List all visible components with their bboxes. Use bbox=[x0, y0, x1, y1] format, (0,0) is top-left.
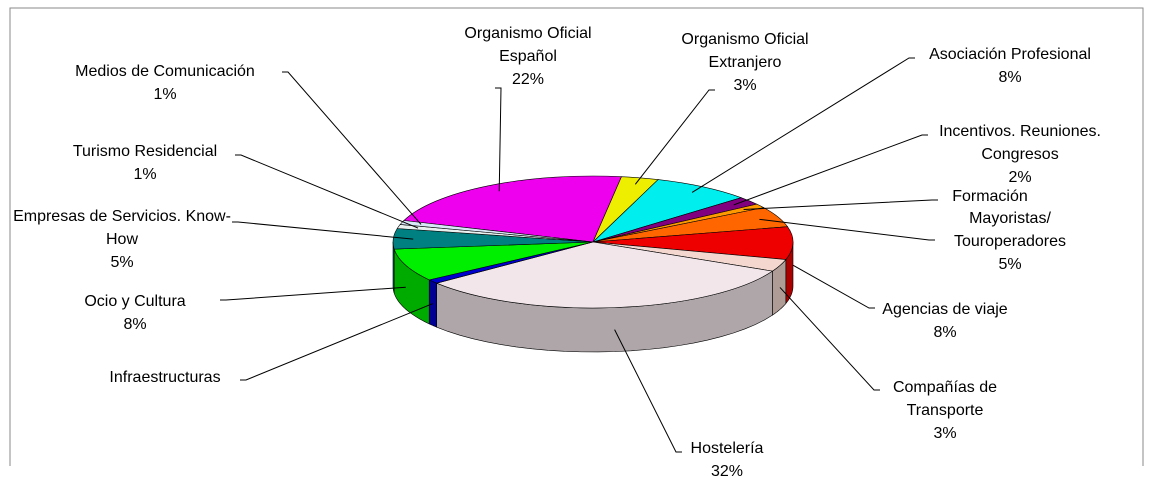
slice bbox=[399, 220, 594, 243]
slice-label: Medios de Comunicación 1% bbox=[45, 60, 285, 106]
category-label: Ocio y Cultura bbox=[84, 293, 186, 310]
category-label: Compañías de Transporte bbox=[892, 379, 998, 419]
leader-line bbox=[691, 57, 915, 193]
value-label: 2% bbox=[1008, 169, 1032, 186]
value-label: 8% bbox=[998, 69, 1022, 86]
category-label: Mayoristas/ Touroperadores bbox=[953, 210, 1067, 250]
value-label: 8% bbox=[933, 324, 957, 341]
leader-line bbox=[792, 264, 875, 309]
value-label: 1% bbox=[133, 166, 157, 183]
slice bbox=[403, 175, 622, 243]
category-label: Hostelería bbox=[690, 440, 764, 457]
slice bbox=[393, 241, 594, 281]
slice-side bbox=[392, 241, 395, 294]
category-label: Formación bbox=[952, 188, 1028, 205]
slice-label: Ocio y Cultura 8% bbox=[55, 290, 215, 336]
slice-label: Hostelería 32% bbox=[667, 437, 787, 477]
value-label: 8% bbox=[123, 316, 147, 333]
category-label: Incentivos. Reuniones. Congresos bbox=[939, 123, 1101, 163]
leader-line bbox=[759, 218, 935, 241]
slice-label: Compañías de Transporte 3% bbox=[875, 376, 1015, 445]
slice-label: Organismo Oficial Extranjero 3% bbox=[660, 28, 830, 97]
category-label: Infraestructuras bbox=[109, 369, 221, 386]
slice-label: Turismo Residencial 1% bbox=[50, 140, 240, 186]
value-label: 5% bbox=[998, 256, 1022, 273]
slice-label: Empresas de Servicios. Know-How 5% bbox=[7, 205, 237, 274]
leader-line bbox=[282, 71, 422, 225]
slice-label: Incentivos. Reuniones. Congresos 2% bbox=[925, 120, 1115, 189]
slice-label: Infraestructuras bbox=[85, 366, 245, 389]
slice-side bbox=[428, 279, 437, 328]
value-label: 22% bbox=[511, 71, 545, 88]
slice-label: Mayoristas/ Touroperadores 5% bbox=[925, 207, 1095, 276]
leader-line bbox=[235, 154, 419, 229]
value-label: 32% bbox=[710, 463, 744, 477]
leader-line bbox=[614, 329, 682, 453]
category-label: Asociación Profesional bbox=[929, 46, 1091, 63]
leader-line bbox=[733, 134, 928, 206]
value-label: 5% bbox=[110, 254, 134, 271]
category-label: Agencias de viaje bbox=[882, 301, 1008, 318]
category-label: Organismo Oficial Español bbox=[464, 25, 592, 65]
slice-label: Asociación Profesional 8% bbox=[900, 43, 1120, 89]
slice bbox=[592, 226, 794, 260]
category-label: Medios de Comunicación bbox=[75, 63, 255, 80]
value-label: 1% bbox=[153, 86, 177, 103]
category-label: Organismo Oficial Extranjero bbox=[681, 31, 809, 71]
category-label: Empresas de Servicios. Know-How bbox=[13, 208, 231, 248]
slice-label: Agencias de viaje 8% bbox=[860, 298, 1030, 344]
slice-label: Organismo Oficial Español 22% bbox=[443, 22, 613, 91]
leader-line bbox=[779, 287, 880, 391]
value-label: 3% bbox=[733, 77, 757, 94]
slice-label: Formación bbox=[930, 185, 1050, 208]
leader-line bbox=[220, 286, 406, 301]
slice bbox=[435, 241, 774, 309]
slice bbox=[592, 179, 743, 243]
leader-line bbox=[743, 199, 938, 210]
value-label: 3% bbox=[933, 425, 957, 442]
frame bbox=[9, 7, 1144, 466]
category-label: Turismo Residencial bbox=[72, 143, 218, 160]
leader-line bbox=[634, 89, 715, 185]
leader-line bbox=[232, 221, 414, 240]
leader-line bbox=[495, 87, 502, 192]
leader-line bbox=[240, 303, 434, 381]
